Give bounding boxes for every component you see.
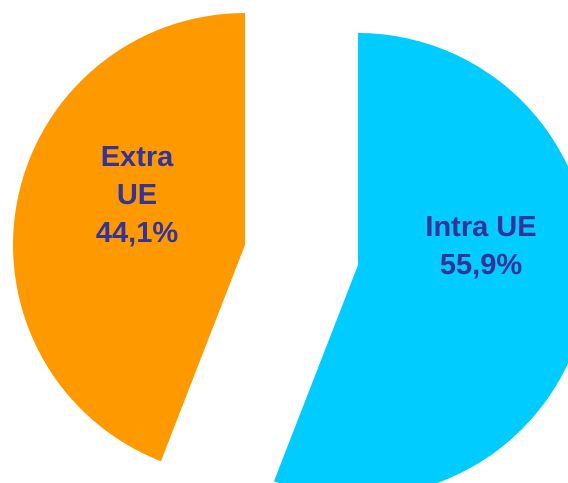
- pie-slice-extra-ue: [12, 13, 245, 462]
- slice-label-line: UE: [117, 179, 157, 211]
- slice-label-extra-ue: Extra UE 44,1%: [96, 141, 178, 249]
- slice-label-line: 55,9%: [440, 249, 522, 281]
- slice-label-line: Extra: [101, 141, 174, 173]
- slice-label-intra-ue: Intra UE 55,9%: [425, 211, 536, 281]
- pie-slice-intra-ue: [273, 33, 568, 483]
- slice-label-line: 44,1%: [96, 217, 178, 249]
- slice-label-line: Intra UE: [425, 211, 536, 243]
